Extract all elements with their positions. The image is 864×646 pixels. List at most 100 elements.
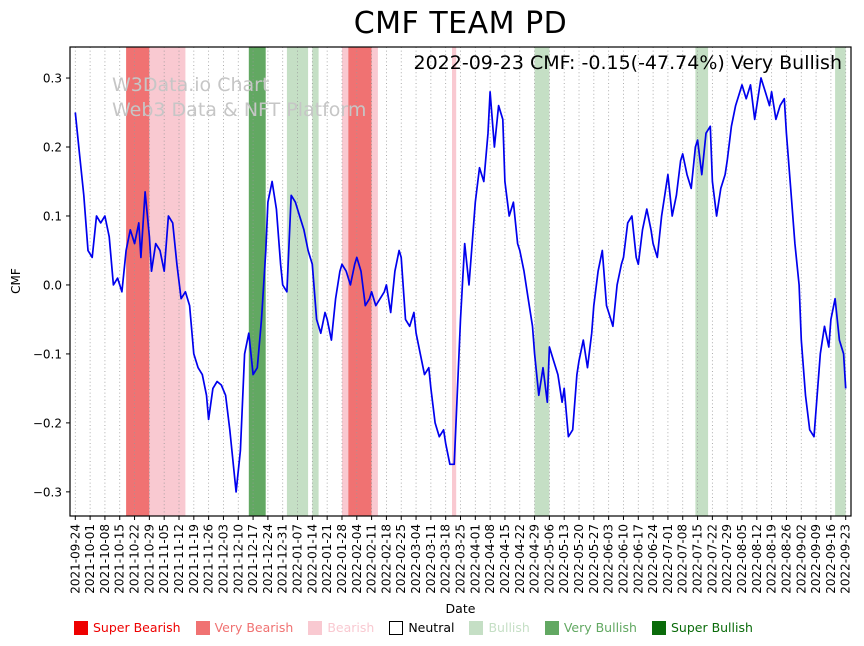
legend-label-bearish: Bearish [327, 620, 375, 635]
signal-band-very-bearish [126, 47, 150, 516]
signal-band-bearish [452, 47, 457, 516]
x-tick-label: 2022-02-18 [379, 524, 393, 594]
x-tick-label: 2021-11-05 [157, 524, 171, 594]
signal-band-bullish [835, 47, 846, 516]
x-tick-label: 2022-04-15 [498, 524, 512, 594]
y-tick-label: 0.0 [43, 278, 62, 292]
x-tick-label: 2022-03-25 [454, 524, 468, 594]
y-tick-label: 0.1 [43, 209, 62, 223]
x-tick-label: 2022-01-28 [335, 524, 349, 594]
signal-band-bullish [695, 47, 709, 516]
x-tick-label: 2022-07-22 [705, 524, 719, 594]
legend-swatch-very-bearish [195, 620, 210, 635]
x-tick-label: 2022-01-07 [291, 524, 305, 594]
x-tick-label: 2022-03-04 [409, 524, 423, 594]
x-tick-label: 2022-08-12 [750, 524, 764, 594]
legend-item-very-bearish: Very Bearish [195, 620, 294, 635]
legend-swatch-bearish [308, 620, 323, 635]
x-tick-label: 2022-08-26 [779, 524, 793, 594]
x-tick-label: 2021-10-29 [142, 524, 156, 594]
legend-swatch-bullish [469, 620, 484, 635]
y-tick-label: −0.1 [33, 347, 62, 361]
x-tick-label: 2022-02-04 [350, 524, 364, 594]
x-tick-label: 2022-05-27 [587, 524, 601, 594]
x-tick-label: 2021-11-19 [187, 524, 201, 594]
legend-item-very-bullish: Very Bullish [544, 620, 637, 635]
watermark-line1: W3Data.io Chart [112, 74, 270, 96]
legend-item-super-bearish: Super Bearish [74, 620, 181, 635]
x-tick-label: 2022-03-18 [439, 524, 453, 594]
x-axis-label: Date [445, 601, 476, 616]
y-axis-label: CMF [9, 268, 23, 294]
x-tick-label: 2022-01-14 [305, 524, 319, 594]
x-tick-label: 2021-12-24 [261, 524, 275, 594]
x-tick-label: 2022-08-05 [735, 524, 749, 594]
legend-item-bullish: Bullish [469, 620, 530, 635]
x-tick-label: 2022-05-06 [542, 524, 556, 594]
y-tick-label: −0.3 [33, 485, 62, 499]
legend-swatch-super-bearish [74, 620, 88, 635]
x-tick-label: 2021-11-26 [202, 524, 216, 594]
cmf-line [74, 77, 847, 493]
axes-frame [69, 46, 852, 517]
x-tick-label: 2022-04-29 [528, 524, 542, 594]
x-tick-label: 2022-08-19 [765, 524, 779, 594]
watermark: W3Data.io Chart Web3 Data & NFT Platform [112, 73, 366, 123]
x-tick-label: 2022-07-29 [720, 524, 734, 594]
legend-swatch-super-bullish [651, 620, 666, 635]
legend: Super Bearish Very Bearish Bearish Neutral B… [74, 620, 753, 635]
x-tick-label: 2022-03-11 [424, 524, 438, 594]
legend-item-neutral: Neutral [389, 620, 454, 635]
signal-band-bearish [371, 47, 378, 516]
x-tick-label: 2022-06-24 [646, 524, 660, 594]
watermark-line2: Web3 Data & NFT Platform [112, 99, 367, 121]
x-tick-label: 2022-06-03 [602, 524, 616, 594]
x-tick-label: 2021-11-12 [172, 524, 186, 594]
x-tick-label: 2022-09-16 [824, 524, 838, 594]
x-tick-label: 2022-09-09 [809, 524, 823, 594]
x-tick-label: 2022-05-13 [557, 524, 571, 594]
signal-band-bullish [534, 47, 550, 516]
legend-item-super-bullish: Super Bullish [651, 620, 753, 635]
y-tick-label: 0.2 [43, 141, 62, 155]
x-tick-label: 2021-10-15 [113, 524, 127, 594]
x-tick-label: 2022-04-22 [513, 524, 527, 594]
legend-swatch-very-bullish [544, 620, 559, 635]
x-tick-label: 2022-07-01 [661, 524, 675, 594]
x-tick-label: 2021-12-03 [216, 524, 230, 594]
signal-band-bullish [312, 47, 319, 516]
x-tick-label: 2022-04-08 [483, 524, 497, 594]
y-tick-label: 0.3 [43, 72, 62, 86]
signal-band-bearish [342, 47, 349, 516]
signal-band-very-bearish [348, 47, 372, 516]
legend-label-neutral: Neutral [408, 620, 455, 635]
legend-label-super-bearish: Super Bearish [93, 620, 181, 635]
x-tick-label: 2022-09-02 [794, 524, 808, 594]
legend-label-super-bullish: Super Bullish [670, 620, 753, 635]
x-tick-label: 2021-09-24 [68, 524, 82, 594]
legend-item-bearish: Bearish [308, 620, 374, 635]
x-tick-label: 2021-12-10 [231, 524, 245, 594]
chart-title: CMF TEAM PD [353, 6, 568, 41]
legend-label-very-bearish: Very Bearish [214, 620, 294, 635]
x-tick-label: 2021-10-22 [128, 524, 142, 594]
x-tick-label: 2022-06-17 [631, 524, 645, 594]
x-tick-label: 2022-09-23 [839, 524, 853, 594]
x-tick-label: 2021-10-01 [83, 524, 97, 594]
x-tick-label: 2022-07-15 [691, 524, 705, 594]
signal-band-very-bullish [248, 47, 266, 516]
latest-value-annotation: 2022-09-23 CMF: -0.15(-47.74%) Very Bull… [413, 52, 842, 74]
x-tick-label: 2021-12-17 [246, 524, 260, 594]
x-tick-label: 2021-10-08 [98, 524, 112, 594]
x-tick-label: 2022-04-01 [468, 524, 482, 594]
x-tick-label: 2022-06-10 [616, 524, 630, 594]
x-tick-label: 2022-02-25 [394, 524, 408, 594]
x-tick-label: 2022-05-20 [572, 524, 586, 594]
y-tick-label: −0.2 [33, 416, 62, 430]
x-tick-label: 2022-02-11 [365, 524, 379, 594]
legend-label-bullish: Bullish [488, 620, 530, 635]
legend-label-very-bullish: Very Bullish [563, 620, 637, 635]
x-tick-label: 2022-01-21 [320, 524, 334, 594]
